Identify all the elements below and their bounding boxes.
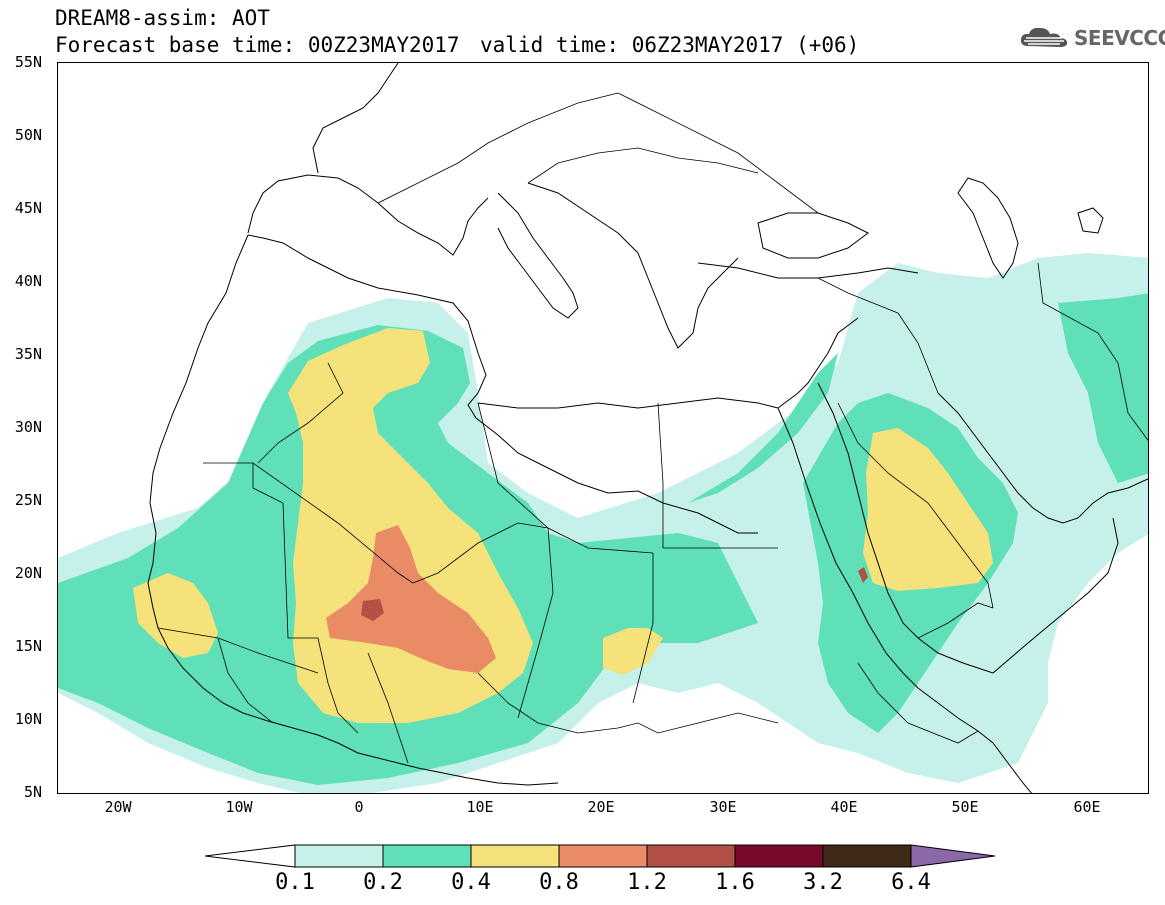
- coast-iberia: [247, 174, 489, 256]
- lat-label-30n: 30N: [14, 418, 42, 436]
- lat-label-5n: 5N: [23, 783, 42, 801]
- border-iran-east: [1037, 262, 1148, 441]
- colorbar-label-0-2: 0.2: [363, 870, 403, 895]
- border-egypt-libya: [657, 402, 664, 548]
- colorbar-bin-7: [822, 844, 912, 868]
- border-europe-2: [527, 147, 759, 184]
- aot-0-8-region-mali-niger: [326, 525, 496, 673]
- coast-egypt-libya: [477, 397, 779, 409]
- colorbar-bin-1: [294, 844, 384, 868]
- aot-field: [58, 253, 1148, 793]
- aot-map: [57, 62, 1149, 794]
- border-central-africa: [477, 672, 779, 734]
- colorbar-bin-2: [382, 844, 472, 868]
- colorbar-over-triangle: [910, 844, 996, 868]
- colorbar-label-0-1: 0.1: [275, 870, 315, 895]
- border-west-africa-4: [367, 652, 409, 764]
- lat-label-10n: 10N: [14, 710, 42, 728]
- colorbar-bin-5: [646, 844, 736, 868]
- coast-horn-africa: [917, 687, 1032, 793]
- aot-0-2-region-iran: [1058, 293, 1148, 483]
- coast-aral: [1077, 207, 1104, 234]
- border-niger-algeria: [412, 522, 549, 584]
- colorbar-bin-3: [470, 844, 560, 868]
- country-borders: [157, 92, 1148, 764]
- colorbar-under-triangle: [204, 844, 296, 868]
- colorbar-label-3-2: 3.2: [803, 870, 843, 895]
- coast-red-sea-west: [777, 407, 919, 689]
- border-mali-algeria: [252, 462, 414, 584]
- logo-text: SEEVCCC: [1074, 26, 1165, 50]
- lon-label-20w: 20W: [104, 798, 132, 816]
- aot-0-4-region-chad: [603, 628, 663, 675]
- colorbar-label-0-8: 0.8: [539, 870, 579, 895]
- colorbar-label-1-2: 1.2: [627, 870, 667, 895]
- border-west-africa-3: [317, 637, 359, 734]
- aot-0-4-region-west: [133, 573, 218, 658]
- colorbar-bin-4: [558, 844, 648, 868]
- lat-label-50n: 50N: [14, 126, 42, 144]
- lon-label-40e: 40E: [830, 798, 858, 816]
- border-west-africa-1: [157, 627, 319, 674]
- coast-france-uk: [312, 63, 399, 174]
- lon-label-10e: 10E: [466, 798, 494, 816]
- coast-black-sea: [757, 212, 869, 259]
- map-title: DREAM8-assim: AOT: [55, 6, 270, 30]
- lat-label-20n: 20N: [14, 564, 42, 582]
- lat-label-35n: 35N: [14, 345, 42, 363]
- border-iraq-iran: [897, 312, 939, 394]
- coast-gulf: [937, 392, 1148, 524]
- border-yemen: [917, 602, 994, 639]
- lat-label-45n: 45N: [14, 199, 42, 217]
- border-europe-1: [377, 92, 619, 204]
- coast-italy: [497, 192, 579, 319]
- colorbar-label-6-4: 6.4: [891, 870, 931, 895]
- aot-0-4-region-arabia: [863, 428, 993, 591]
- lon-label-20e: 20E: [587, 798, 615, 816]
- lon-label-60e: 60E: [1073, 798, 1101, 816]
- seevccc-logo: SEEVCCC: [1018, 26, 1165, 50]
- coast-levant-egypt: [777, 317, 859, 409]
- coast-red-sea-east: [817, 382, 994, 674]
- coast-arabia-south: [992, 517, 1119, 674]
- lat-label-55n: 55N: [14, 53, 42, 71]
- coast-caspian: [957, 177, 1019, 279]
- border-turkey-syria: [817, 277, 899, 314]
- aot-1-2-region-arabia: [858, 567, 868, 583]
- forecast-base-time: Forecast base time: 00Z23MAY2017: [55, 33, 460, 57]
- lat-label-15n: 15N: [14, 637, 42, 655]
- aot-0-2-region-levant: [688, 353, 838, 503]
- border-libya: [477, 402, 654, 554]
- coast-morocco: [147, 234, 559, 786]
- colorbar-bin-6: [734, 844, 824, 868]
- map-canvas: [58, 63, 1148, 793]
- coast-west-africa: [247, 234, 758, 534]
- border-mauritania: [203, 462, 318, 639]
- coast-balkans-greece: [527, 182, 739, 349]
- colorbar: [204, 843, 1000, 873]
- aot-1-2-region-core: [361, 599, 384, 621]
- colorbar-label-0-4: 0.4: [451, 870, 491, 895]
- lat-label-25n: 25N: [14, 491, 42, 509]
- border-saudi: [837, 402, 994, 609]
- border-europe-3: [617, 92, 819, 214]
- border-ethiopia: [857, 662, 979, 744]
- cloud-icon: [1020, 27, 1068, 47]
- border-chad: [517, 527, 554, 719]
- border-algeria-morocco: [257, 362, 344, 464]
- lon-label-10w: 10W: [225, 798, 253, 816]
- lon-label-50e: 50E: [951, 798, 979, 816]
- colorbar-label-1-6: 1.6: [715, 870, 755, 895]
- lon-label-0: 0: [354, 798, 364, 816]
- colorbar-svg: [204, 844, 996, 868]
- border-west-africa-2: [217, 637, 274, 724]
- lat-label-40n: 40N: [14, 272, 42, 290]
- lon-label-30e: 30E: [709, 798, 737, 816]
- valid-time: valid time: 06Z23MAY2017 (+06): [480, 33, 860, 57]
- border-sudan-chad: [632, 553, 654, 704]
